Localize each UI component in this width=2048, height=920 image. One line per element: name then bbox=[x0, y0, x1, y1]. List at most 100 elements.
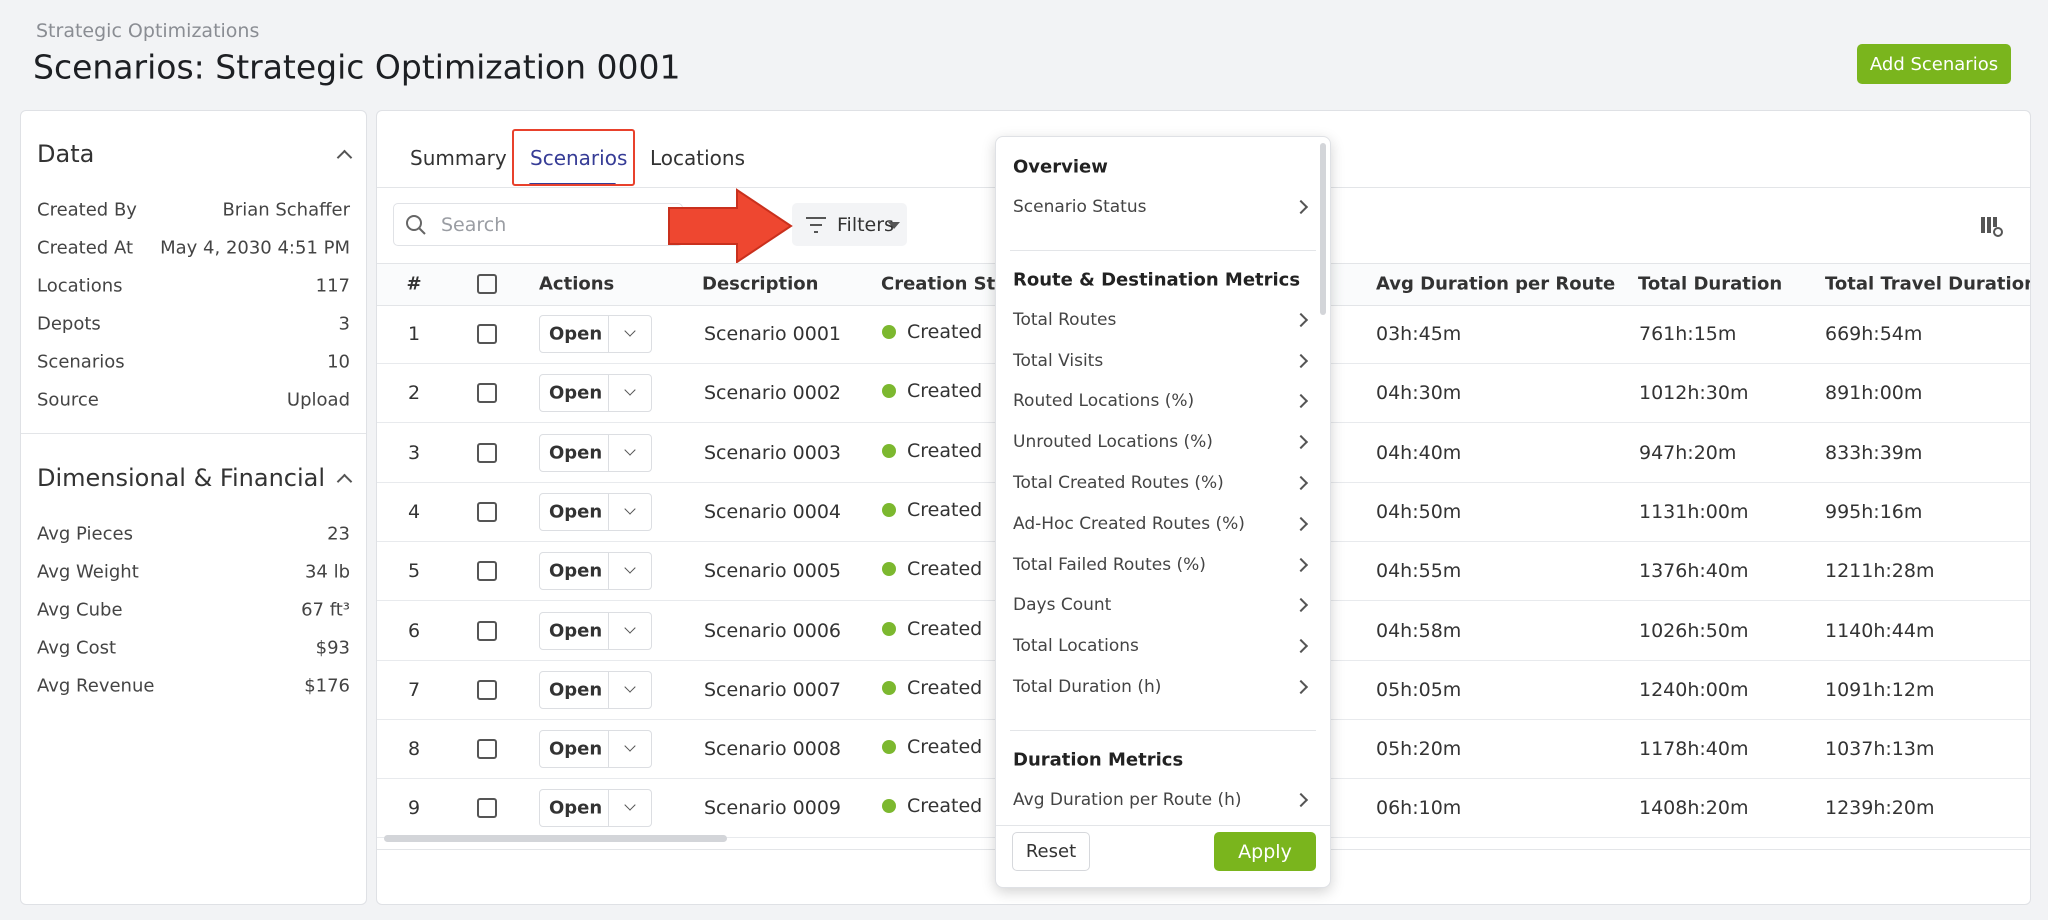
tab[interactable]: Summary bbox=[410, 146, 507, 170]
checkbox[interactable] bbox=[477, 798, 497, 819]
dropdown-chevron[interactable] bbox=[624, 681, 636, 693]
column-header: Description bbox=[702, 273, 819, 295]
menu-item[interactable]: Total Duration (h) bbox=[1013, 677, 1162, 697]
status-dot bbox=[882, 680, 896, 695]
cell: 1012h:30m bbox=[1639, 382, 1749, 405]
checkbox[interactable] bbox=[477, 501, 497, 522]
row-value: 117 bbox=[315, 275, 350, 297]
dropdown-chevron[interactable] bbox=[624, 443, 636, 456]
open-label: Open bbox=[549, 679, 603, 701]
menu-footer-divider bbox=[996, 825, 1330, 826]
add-scenarios-button[interactable]: Add Scenarios bbox=[1857, 44, 2011, 84]
column-header: Avg Duration per Route bbox=[1376, 273, 1616, 295]
status: Created bbox=[907, 380, 983, 403]
row-number: 9 bbox=[407, 797, 421, 820]
checkbox[interactable] bbox=[477, 274, 497, 294]
item-chevron bbox=[1293, 679, 1309, 695]
menu-item[interactable]: Unrouted Locations (%) bbox=[1013, 432, 1213, 453]
item-chevron bbox=[1293, 394, 1309, 409]
dropdown-chevron[interactable] bbox=[624, 384, 636, 396]
menu-item[interactable]: Days Count bbox=[1013, 595, 1112, 616]
row-value: 3 bbox=[338, 313, 350, 335]
cell: 1037h:13m bbox=[1825, 738, 1935, 761]
dropdown-chevron[interactable] bbox=[624, 621, 636, 634]
split-divider bbox=[608, 612, 609, 649]
tab[interactable]: Scenarios bbox=[530, 146, 628, 170]
cell: 04h:40m bbox=[1376, 441, 1462, 464]
open-button[interactable]: Open bbox=[539, 789, 652, 828]
checkbox[interactable] bbox=[477, 324, 497, 344]
open-button[interactable]: Open bbox=[539, 611, 652, 650]
reset-button[interactable]: Reset bbox=[1012, 832, 1090, 871]
menu-item[interactable]: Total Created Routes (%) bbox=[1013, 473, 1224, 493]
checkbox[interactable] bbox=[477, 739, 497, 760]
menu-item[interactable]: Avg Duration per Route (h) bbox=[1013, 789, 1242, 810]
description: Scenario 0008 bbox=[704, 738, 841, 761]
menu-item[interactable]: Total Failed Routes (%) bbox=[1013, 554, 1206, 575]
row-number: 7 bbox=[407, 678, 421, 701]
status-dot bbox=[882, 384, 896, 399]
section-title[interactable]: Data bbox=[37, 140, 95, 168]
status-dot bbox=[882, 740, 896, 755]
row-label: Avg Revenue bbox=[37, 675, 155, 697]
group-title: Duration Metrics bbox=[1013, 749, 1184, 771]
dropdown-chevron[interactable] bbox=[624, 503, 636, 515]
checkbox[interactable] bbox=[477, 620, 497, 641]
divider bbox=[1010, 249, 1316, 251]
open-button[interactable]: Open bbox=[539, 492, 652, 531]
status-dot bbox=[882, 502, 896, 517]
collapse-chevron[interactable] bbox=[336, 473, 353, 490]
menu-item[interactable]: Scenario Status bbox=[1013, 197, 1147, 217]
checkbox[interactable] bbox=[477, 383, 497, 404]
column-settings[interactable] bbox=[1980, 215, 2004, 239]
menu-item[interactable]: Ad-Hoc Created Routes (%) bbox=[1013, 513, 1245, 534]
open-button[interactable]: Open bbox=[539, 730, 652, 769]
tab-highlight-box bbox=[512, 129, 635, 186]
page-title: Scenarios: Strategic Optimization 0001 bbox=[33, 47, 681, 87]
menu-item[interactable]: Total Visits bbox=[1013, 350, 1104, 371]
checkbox[interactable] bbox=[477, 442, 497, 463]
open-button[interactable]: Open bbox=[539, 552, 652, 591]
filters-button[interactable]: Filters bbox=[792, 203, 907, 246]
row-value: 67 ft³ bbox=[301, 599, 350, 621]
checkbox[interactable] bbox=[477, 561, 497, 582]
dropdown-chevron[interactable] bbox=[624, 740, 636, 752]
tab[interactable]: Locations bbox=[650, 146, 746, 170]
dropdown-chevron[interactable] bbox=[624, 562, 636, 574]
dropdown-chevron[interactable] bbox=[624, 325, 636, 337]
menu-scrollbar[interactable] bbox=[1320, 143, 1326, 315]
row-value: 23 bbox=[327, 523, 350, 545]
dropdown-chevron[interactable] bbox=[624, 799, 636, 812]
h-scrollbar[interactable] bbox=[384, 835, 727, 842]
row-label: Avg Cube bbox=[37, 599, 123, 621]
open-button[interactable]: Open bbox=[539, 433, 652, 472]
open-button[interactable]: Open bbox=[539, 670, 652, 709]
cell: 1178h:40m bbox=[1639, 738, 1749, 761]
column-header: Actions bbox=[539, 273, 615, 295]
section-title[interactable]: Dimensional & Financial bbox=[37, 464, 326, 492]
menu-item[interactable]: Total Routes bbox=[1013, 309, 1117, 330]
cell: 1408h:20m bbox=[1639, 797, 1749, 820]
open-label: Open bbox=[549, 323, 603, 345]
status: Created bbox=[907, 736, 983, 759]
item-chevron bbox=[1293, 199, 1309, 215]
checkbox[interactable] bbox=[477, 679, 497, 700]
row-value: $176 bbox=[304, 675, 350, 697]
cell: 1091h:12m bbox=[1825, 678, 1935, 701]
divider bbox=[1010, 729, 1316, 731]
open-button[interactable]: Open bbox=[539, 315, 652, 353]
row-number: 4 bbox=[407, 500, 421, 523]
column-settings-icon bbox=[1981, 217, 2003, 237]
menu-item[interactable]: Total Locations bbox=[1013, 636, 1139, 657]
open-button[interactable]: Open bbox=[539, 374, 652, 413]
collapse-chevron[interactable] bbox=[336, 149, 353, 166]
row-value: 10 bbox=[327, 351, 350, 373]
search-box[interactable]: Search bbox=[393, 203, 683, 246]
status-dot bbox=[882, 562, 896, 577]
breadcrumb[interactable]: Strategic Optimizations bbox=[36, 20, 260, 42]
cell: 1240h:00m bbox=[1639, 678, 1749, 701]
item-chevron bbox=[1293, 792, 1309, 807]
menu-item[interactable]: Routed Locations (%) bbox=[1013, 391, 1195, 412]
apply-button[interactable]: Apply bbox=[1214, 832, 1316, 871]
cell: 06h:10m bbox=[1376, 797, 1462, 820]
